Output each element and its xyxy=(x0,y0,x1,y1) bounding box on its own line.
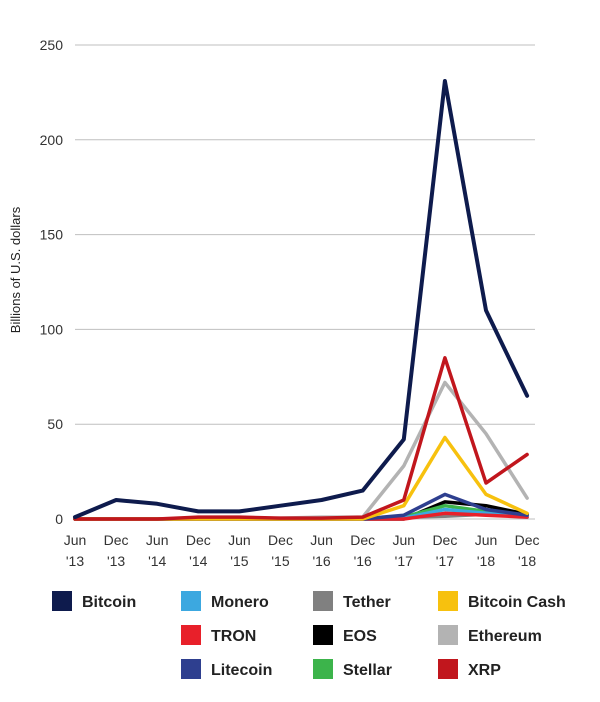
legend-label-ethereum: Ethereum xyxy=(468,628,542,645)
y-axis-label: Billions of U.S. dollars xyxy=(8,206,23,333)
x-tick-7: Dec '16 xyxy=(350,532,375,569)
series-lines xyxy=(73,79,530,521)
legend-label-stellar: Stellar xyxy=(343,662,392,679)
x-tick-5: Dec '15 xyxy=(268,532,293,569)
y-tick-0: 0 xyxy=(55,511,63,527)
y-tick-50: 50 xyxy=(47,416,63,432)
y-tick-250: 250 xyxy=(40,37,64,53)
legend-label-xrp: XRP xyxy=(468,662,501,679)
y-tick-200: 200 xyxy=(40,132,64,148)
legend-label-litecoin: Litecoin xyxy=(211,662,272,679)
x-tick-2: Jun '14 xyxy=(146,532,169,569)
x-tick-6: Jun '16 xyxy=(310,532,333,569)
series-line-bitcoin xyxy=(73,79,530,520)
y-tick-100: 100 xyxy=(40,321,64,337)
legend-label-tether: Tether xyxy=(343,594,391,611)
legend-swatch-stellar xyxy=(313,659,333,679)
legend-swatch-eos xyxy=(313,625,333,645)
legend-swatch-tron xyxy=(181,625,201,645)
legend: Bitcoin Monero Tether Bitcoin Cash TRON EOS Et… xyxy=(52,591,566,679)
y-tick-labels: 0 50 100 150 200 250 xyxy=(40,37,64,527)
x-tick-0: Jun '13 xyxy=(64,532,87,569)
legend-swatch-bitcoin xyxy=(52,591,72,611)
legend-swatch-litecoin xyxy=(181,659,201,679)
x-tick-8: Jun '17 xyxy=(393,532,416,569)
x-tick-3: Dec '14 xyxy=(186,532,211,569)
legend-label-eos: EOS xyxy=(343,628,377,645)
legend-swatch-xrp xyxy=(438,659,458,679)
legend-label-monero: Monero xyxy=(211,594,269,611)
legend-swatch-ethereum xyxy=(438,625,458,645)
y-tick-150: 150 xyxy=(40,227,64,243)
series-line-xrp xyxy=(73,356,529,521)
legend-label-bitcoin: Bitcoin xyxy=(82,594,136,611)
gridlines xyxy=(75,44,535,520)
x-tick-labels: Jun '13 Dec '13 Jun '14 Dec '14 Jun '15 Dec '15 Jun '… xyxy=(64,532,540,569)
x-tick-10: Jun '18 xyxy=(475,532,498,569)
x-tick-4: Jun '15 xyxy=(228,532,251,569)
x-tick-1: Dec '13 xyxy=(104,532,129,569)
legend-label-tron: TRON xyxy=(211,628,256,645)
x-tick-11: Dec '18 xyxy=(515,532,540,569)
legend-label-bitcoin-cash: Bitcoin Cash xyxy=(468,594,566,611)
legend-swatch-tether xyxy=(313,591,333,611)
legend-swatch-monero xyxy=(181,591,201,611)
legend-swatch-bitcoin-cash xyxy=(438,591,458,611)
x-tick-9: Dec '17 xyxy=(432,532,457,569)
